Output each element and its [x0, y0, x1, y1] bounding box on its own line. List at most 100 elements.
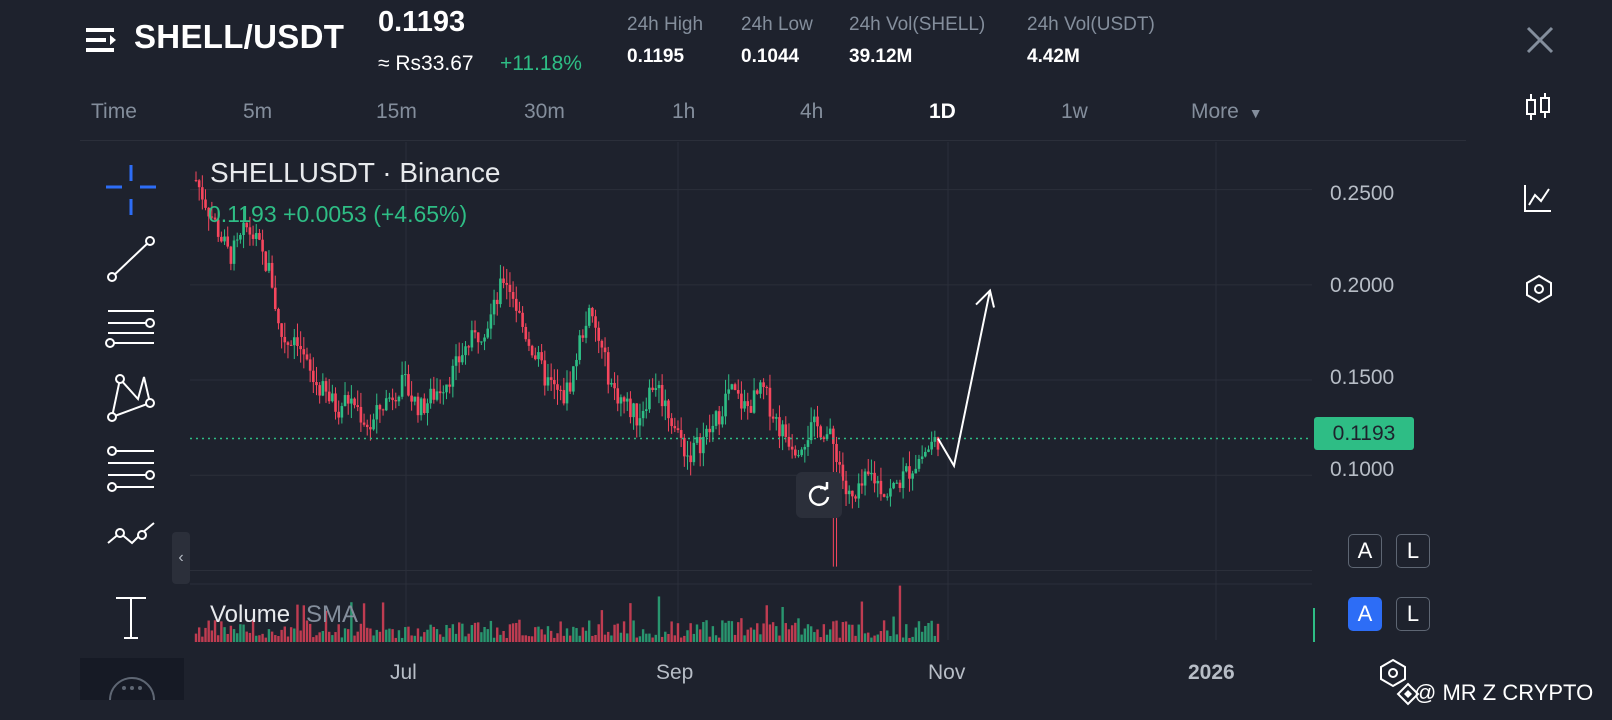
volume-bar [708, 636, 711, 642]
horizontal-lines-icon[interactable] [104, 303, 158, 357]
tab-more[interactable]: More ▼ [1191, 100, 1263, 124]
candle-body [254, 233, 258, 239]
chart-values-legend: 0.1193 +0.0053 (+4.65%) [208, 201, 468, 227]
settings-hex-icon[interactable] [1525, 274, 1553, 309]
candle-body [508, 284, 512, 292]
candle-body [870, 472, 873, 475]
candle-body [794, 449, 797, 456]
volume-bar [657, 596, 661, 642]
log-scale-button[interactable]: L [1396, 534, 1430, 568]
volume-bar [787, 629, 791, 642]
volume-bar [375, 629, 378, 642]
volume-bar [721, 620, 724, 642]
candle-body [213, 217, 217, 220]
menu-icon[interactable] [84, 22, 120, 58]
tab-5m[interactable]: 5m [243, 100, 273, 123]
candle-body [771, 416, 775, 419]
candle-body [248, 227, 252, 235]
tab-30m[interactable]: 30m [524, 100, 565, 123]
collapse-toolbar-button[interactable]: ‹ [172, 532, 190, 584]
candle-body [727, 389, 731, 394]
tab-1d[interactable]: 1D [929, 100, 956, 123]
candle-body [546, 377, 550, 386]
candle-body [403, 374, 407, 376]
path-icon[interactable] [104, 513, 158, 567]
volume-bar [267, 629, 271, 642]
tab-1w[interactable]: 1w [1061, 100, 1088, 123]
volume-bar [781, 606, 784, 642]
candle-body [397, 396, 401, 402]
candle-body [610, 382, 613, 385]
volume-bar [385, 629, 388, 642]
candle-body [220, 236, 223, 242]
text-icon[interactable] [104, 592, 158, 646]
volume-bar [337, 624, 340, 642]
candle-body [470, 330, 474, 348]
volume-bar [825, 634, 829, 642]
tab-15m[interactable]: 15m [376, 100, 417, 123]
indicators-icon[interactable] [1523, 183, 1553, 218]
volume-bar [800, 634, 803, 642]
pattern-icon[interactable] [104, 373, 158, 427]
volume-bar [797, 618, 800, 642]
fib-icon[interactable] [104, 443, 158, 497]
candle-body [391, 397, 394, 401]
volume-bar [752, 629, 756, 642]
volume-bar [822, 624, 826, 642]
tab-1h[interactable]: 1h [672, 100, 696, 123]
volume-bar [353, 635, 356, 642]
volume-bar [432, 626, 436, 642]
volume-bar [572, 626, 575, 642]
candle-body [803, 446, 807, 450]
candle-type-icon[interactable] [1524, 92, 1552, 127]
volume-auto-scale-button[interactable]: A [1348, 597, 1382, 631]
close-icon[interactable] [1524, 24, 1556, 56]
trend-line-icon[interactable] [104, 233, 158, 287]
volume-bar [778, 635, 781, 642]
pair-title[interactable]: SHELL/USDT [134, 18, 345, 55]
candle-body [346, 395, 350, 404]
candle-body [667, 400, 670, 419]
volume-bar [727, 620, 730, 642]
candle-body [733, 384, 737, 391]
volume-bar [756, 623, 759, 642]
candle-body [562, 390, 566, 404]
candle-body [625, 398, 629, 402]
volume-bar [629, 603, 632, 642]
tab-time[interactable]: Time [91, 100, 137, 123]
candle-body [863, 471, 867, 486]
candle-body [705, 428, 708, 437]
volume-bar [204, 627, 207, 642]
candle-body [632, 403, 635, 418]
volume-bar [270, 631, 274, 642]
volume-bar [679, 637, 683, 642]
candle-body [768, 387, 772, 417]
candle-body [296, 337, 299, 346]
candle-body [730, 384, 734, 390]
volume-bar [876, 634, 879, 642]
auto-scale-button[interactable]: A [1348, 534, 1382, 568]
reset-chart-button[interactable] [796, 472, 842, 518]
candle-body [679, 430, 683, 438]
volume-bar [286, 636, 290, 642]
candle-body [292, 337, 296, 346]
y-tick-label: 0.2000 [1330, 274, 1395, 297]
candle-body [781, 424, 784, 437]
volume-bar [518, 619, 521, 642]
candle-body [264, 251, 268, 271]
volume-log-scale-button[interactable]: L [1396, 597, 1430, 631]
candle-body [277, 309, 280, 324]
candle-body [635, 403, 639, 426]
tab-4h[interactable]: 4h [800, 100, 824, 123]
volume-bar [600, 610, 604, 642]
volume-bar [616, 623, 619, 642]
candle-body [223, 236, 226, 242]
candle-body [603, 347, 607, 353]
crosshair-icon[interactable] [104, 163, 158, 217]
candle-body [920, 456, 924, 459]
candle-body [365, 424, 369, 428]
candle-body [857, 483, 861, 499]
volume-bar [603, 634, 607, 642]
volume-bar [423, 632, 426, 642]
